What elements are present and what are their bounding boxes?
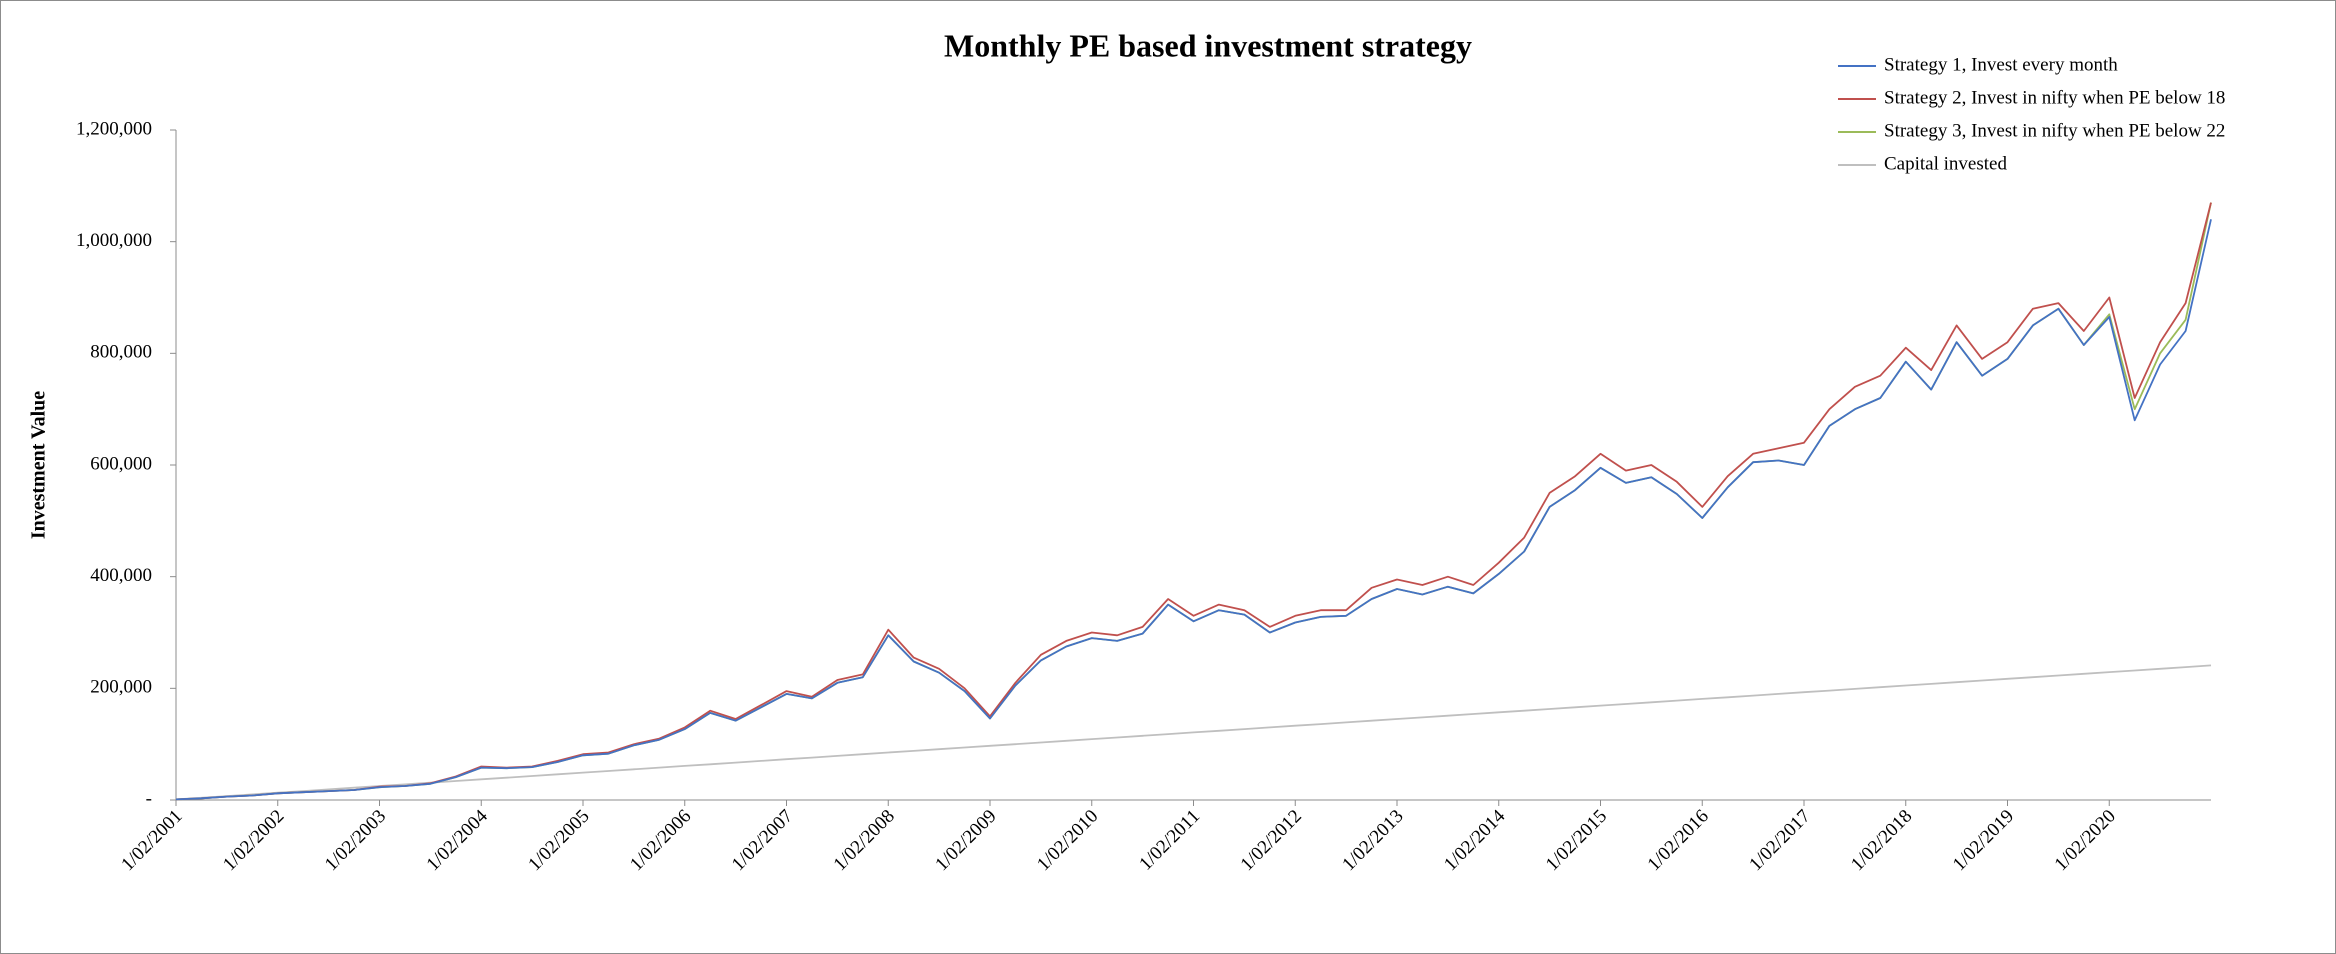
legend-label: Capital invested (1884, 153, 2007, 174)
y-tick-label: 1,200,000 (76, 118, 152, 139)
y-tick-label: 800,000 (90, 342, 152, 363)
legend-label: Strategy 3, Invest in nifty when PE belo… (1884, 120, 2225, 141)
legend-label: Strategy 2, Invest in nifty when PE belo… (1884, 87, 2225, 108)
series-line (175, 664, 2212, 801)
y-tick-label: 1,000,000 (76, 230, 152, 251)
y-tick-label: - (146, 788, 152, 809)
y-axis-label: Investment Value (28, 391, 50, 539)
chart-title: Monthly PE based investment strategy (944, 27, 1472, 63)
y-tick-label: 200,000 (90, 677, 152, 698)
y-tick-label: 600,000 (90, 453, 152, 474)
y-tick-label: 400,000 (90, 565, 152, 586)
legend-label: Strategy 1, Invest every month (1884, 54, 2118, 75)
series-line (175, 219, 2212, 801)
